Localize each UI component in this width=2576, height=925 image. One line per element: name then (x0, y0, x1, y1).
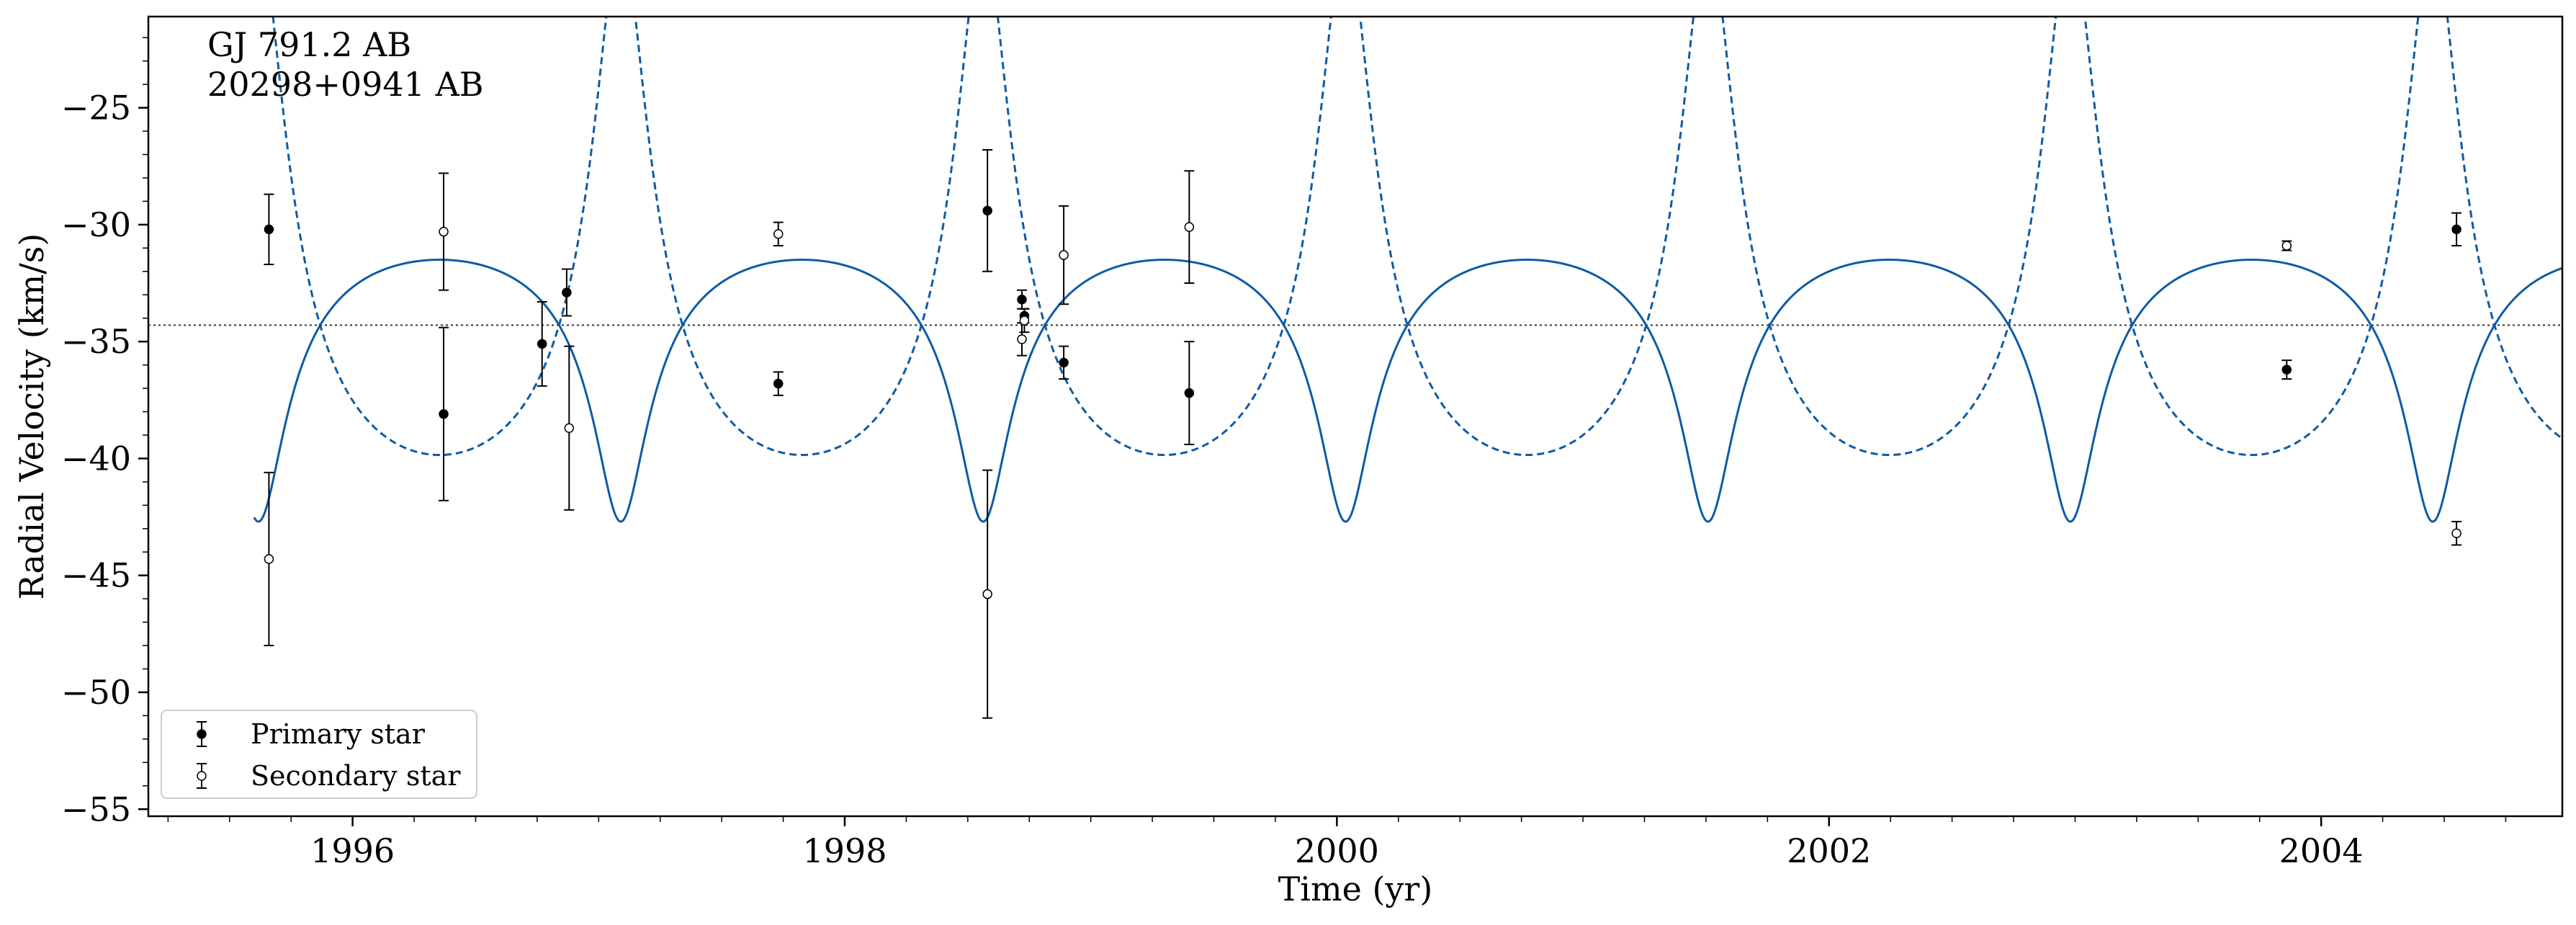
secondary-data-point (2281, 240, 2292, 251)
primary-data-point (2451, 212, 2462, 247)
primary-data-point (561, 268, 572, 317)
primary-data-point (773, 371, 784, 396)
annotation-system-name: GJ 791.2 AB (207, 25, 411, 64)
x-tick-label: 2002 (1787, 831, 1871, 870)
primary-data-point (1017, 289, 1028, 310)
x-tick-label: 1996 (310, 831, 395, 870)
secondary-data-point (982, 469, 993, 719)
primary-data-point (2281, 359, 2292, 380)
annotation-wds-id: 20298+0941 AB (207, 65, 484, 104)
secondary-data-point (2451, 521, 2462, 546)
secondary-data-point (773, 221, 784, 247)
secondary-data-point (564, 345, 575, 511)
primary-data-point (1184, 341, 1195, 445)
primary-model-curve (253, 259, 2562, 523)
secondary-data-point (1059, 205, 1069, 305)
plot-frame (147, 15, 2564, 818)
primary-data-point (264, 193, 274, 266)
legend-secondary-label: Secondary star (251, 760, 461, 792)
secondary-data-point (1184, 170, 1195, 284)
primary-data-point (982, 149, 993, 272)
y-tick-label: −40 (61, 439, 131, 478)
secondary-data-point (439, 172, 449, 291)
secondary-data-point (264, 471, 274, 647)
y-tick-label: −55 (61, 790, 131, 828)
primary-data-point (439, 326, 449, 501)
y-tick-label: −50 (61, 673, 131, 712)
y-tick-label: −25 (61, 89, 131, 128)
x-axis: 1996 1998 2000 2002 2004 (167, 816, 2507, 870)
x-tick-label: 2000 (1295, 831, 1379, 870)
legend-primary-marker (197, 721, 207, 747)
secondary-model-curve (271, 17, 2562, 457)
x-tick-label: 2004 (2279, 831, 2364, 870)
primary-data-point (537, 300, 547, 387)
y-axis: −55 −50 −45 −40 −35 −30 −25 (61, 37, 148, 828)
y-tick-label: −30 (61, 205, 131, 244)
x-axis-label: Time (yr) (1278, 870, 1433, 908)
x-tick-label: 1998 (802, 831, 887, 870)
legend: Primary star Secondary star (161, 710, 477, 799)
legend-secondary-marker (197, 763, 207, 789)
y-tick-label: −35 (61, 322, 131, 361)
primary-data-point (1059, 345, 1069, 380)
y-tick-label: −45 (61, 556, 131, 595)
secondary-data-point (1019, 308, 1030, 334)
legend-primary-label: Primary star (251, 718, 426, 750)
y-axis-label: Radial Velocity (km/s) (12, 233, 51, 600)
